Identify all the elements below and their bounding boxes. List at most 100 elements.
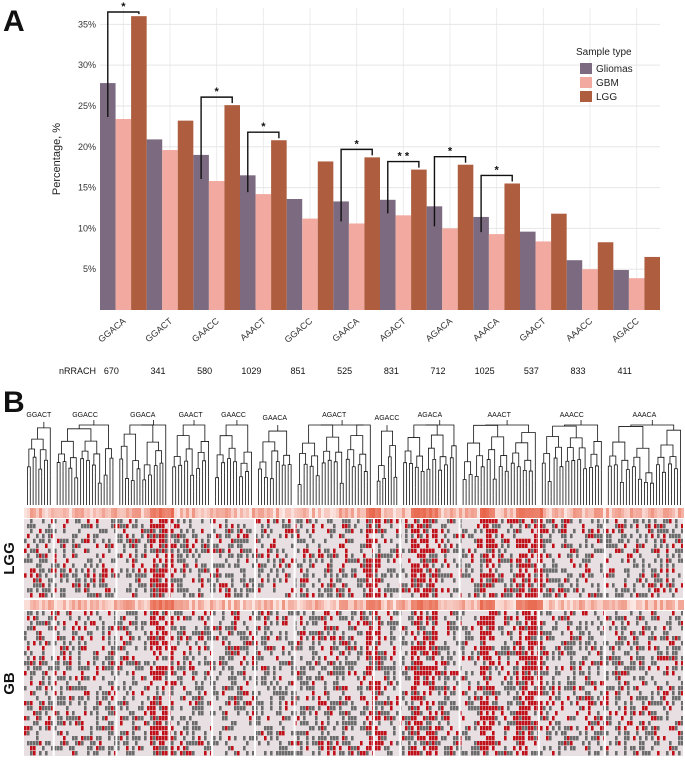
annotation-cell <box>672 600 675 610</box>
heatmap-cell <box>270 646 273 651</box>
heatmap-cell <box>270 706 273 711</box>
heatmap-cell <box>60 588 63 593</box>
annotation-cell <box>381 508 384 518</box>
heatmap-cell <box>675 646 678 651</box>
heatmap-cell <box>297 631 300 636</box>
dendrogram-branch <box>409 463 413 477</box>
heatmap-cell <box>681 583 684 588</box>
heatmap-cell <box>423 523 426 529</box>
heatmap-cell <box>516 681 519 686</box>
heatmap-cell <box>102 646 105 651</box>
heatmap-cell <box>312 706 315 711</box>
heatmap-cell <box>624 671 627 676</box>
heatmap-cell <box>348 661 351 666</box>
heatmap-cell <box>615 593 618 598</box>
heatmap-cell <box>564 578 567 583</box>
heatmap-cell <box>564 519 567 524</box>
heatmap-cell <box>204 631 207 636</box>
heatmap-cell <box>240 588 243 593</box>
heatmap-cell <box>42 538 45 544</box>
heatmap-cell <box>192 533 195 539</box>
heatmap-cell <box>573 641 576 646</box>
heatmap-cell <box>570 641 573 646</box>
bar-gbm-aaacc <box>582 269 598 310</box>
heatmap-cell <box>42 611 45 616</box>
annotation-cell <box>264 508 267 518</box>
heatmap-cell <box>228 553 231 558</box>
heatmap-cell <box>624 568 627 573</box>
heatmap-cell <box>57 701 60 706</box>
heatmap-cell <box>228 593 231 598</box>
annotation-cell <box>117 600 120 610</box>
heatmap-cell <box>510 631 513 636</box>
heatmap-cell <box>465 563 468 568</box>
heatmap-cell <box>366 646 369 651</box>
heatmap-cell <box>489 676 492 681</box>
heatmap-cell <box>642 631 645 636</box>
heatmap-cell <box>525 616 528 621</box>
heatmap-cell <box>492 523 495 529</box>
heatmap-cell <box>162 641 165 646</box>
heatmap-cell <box>552 701 555 706</box>
heatmap-cell <box>627 538 630 544</box>
heatmap-cell <box>567 626 570 631</box>
annotation-cell <box>642 508 645 518</box>
heatmap-cell <box>606 686 609 691</box>
heatmap-cell <box>156 621 159 626</box>
heatmap-cell <box>447 563 450 568</box>
heatmap-cell <box>378 651 381 656</box>
annotation-cell <box>180 508 183 518</box>
heatmap-cell <box>201 636 204 641</box>
annotation-cell <box>336 508 339 518</box>
heatmap-cell <box>378 588 381 593</box>
heatmap-cell <box>78 528 81 534</box>
heatmap-cell <box>609 656 612 661</box>
heatmap-cell <box>405 528 408 534</box>
annotation-cell <box>204 600 207 610</box>
heatmap-cell <box>660 583 663 588</box>
heatmap-cell <box>336 686 339 691</box>
heatmap-cell <box>567 519 570 524</box>
heatmap-cell <box>171 616 174 621</box>
heatmap-cell <box>312 538 315 544</box>
heatmap-cell <box>627 641 630 646</box>
heatmap-cell <box>282 523 285 529</box>
heatmap-cell <box>270 528 273 534</box>
heatmap-cell <box>486 528 489 534</box>
annotation-cell <box>678 600 681 610</box>
heatmap-cell <box>183 631 186 636</box>
heatmap-cell <box>525 671 528 676</box>
heatmap-cell <box>369 666 372 671</box>
heatmap-cell <box>60 686 63 691</box>
heatmap-cell <box>570 646 573 651</box>
heatmap-cell <box>366 621 369 626</box>
heatmap-cell <box>672 583 675 588</box>
heatmap-cell <box>351 553 354 558</box>
heatmap-cell <box>105 583 108 588</box>
nrrach-value: 580 <box>197 366 212 376</box>
heatmap-cell <box>246 538 249 544</box>
heatmap-cell <box>519 681 522 686</box>
heatmap-cell <box>120 538 123 544</box>
heatmap-cell <box>543 631 546 636</box>
heatmap-cell <box>171 661 174 666</box>
heatmap-cell <box>72 533 75 539</box>
heatmap-cell <box>144 548 147 553</box>
dendrogram-branch <box>407 437 421 457</box>
heatmap-cell <box>414 573 417 578</box>
heatmap-cell <box>321 666 324 671</box>
heatmap-cell <box>135 616 138 621</box>
heatmap-cell <box>534 621 537 626</box>
heatmap-cell <box>159 651 162 656</box>
heatmap-cell <box>441 548 444 553</box>
heatmap-cell <box>360 548 363 553</box>
heatmap-cell <box>609 686 612 691</box>
significance-bracket <box>247 131 280 193</box>
heatmap-cell <box>150 646 153 651</box>
heatmap-cell <box>354 641 357 646</box>
heatmap-cell <box>432 636 435 641</box>
heatmap-cell <box>45 573 48 578</box>
heatmap-cell <box>48 538 51 544</box>
annotation-cell <box>303 600 306 610</box>
heatmap-cell <box>288 661 291 666</box>
